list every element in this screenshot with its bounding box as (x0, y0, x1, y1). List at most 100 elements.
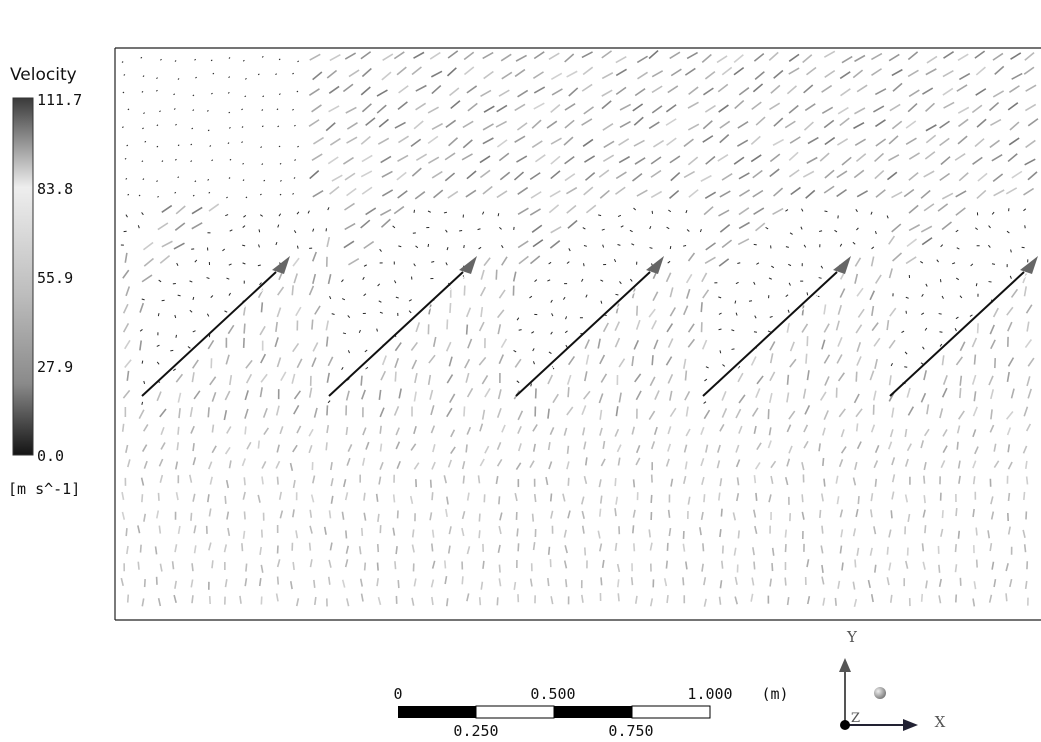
flow-arrow (876, 445, 879, 452)
flow-arrow (754, 54, 763, 61)
flow-arrow (978, 173, 987, 181)
flow-arrow (893, 83, 902, 91)
flow-arrow (447, 247, 448, 250)
flow-arrow (824, 410, 828, 419)
flow-arrow (920, 261, 922, 263)
flow-arrow (720, 478, 721, 486)
flow-arrow (600, 410, 601, 420)
flow-arrow (516, 55, 527, 61)
flow-arrow (224, 410, 226, 420)
flow-arrow (364, 242, 374, 249)
flow-arrow (620, 122, 631, 128)
flow-arrow (974, 581, 975, 589)
flow-arrow (246, 197, 247, 198)
flow-arrow (824, 304, 825, 314)
legend-title: Velocity (10, 65, 77, 85)
flow-arrow (364, 493, 365, 501)
flow-arrow (636, 458, 640, 465)
scale-seg (554, 706, 632, 718)
flow-arrow (497, 105, 507, 111)
flow-arrow (382, 190, 392, 196)
flow-arrow (582, 595, 583, 603)
flow-arrow (414, 264, 416, 266)
flow-arrow (365, 350, 367, 352)
flow-arrow (175, 315, 176, 318)
flow-arrow (344, 203, 354, 210)
flow-arrow (260, 578, 261, 586)
flow-arrow (547, 280, 550, 281)
flow-arrow (598, 531, 600, 539)
flow-arrow (1028, 172, 1037, 180)
flow-arrow (483, 124, 493, 130)
flow-arrow (667, 273, 671, 282)
flow-arrow (157, 125, 158, 126)
flow-arrow (583, 139, 593, 146)
flow-arrow (450, 394, 455, 403)
flow-arrow (720, 135, 729, 143)
flow-arrow (604, 141, 614, 147)
flow-arrow (602, 90, 612, 96)
flow-arrow (802, 305, 803, 315)
flow-arrow (190, 281, 193, 282)
flow-arrow (496, 476, 497, 484)
flow-arrow (649, 122, 659, 128)
flow-arrow (530, 256, 539, 264)
flow-arrow (824, 355, 829, 364)
flow-arrow (279, 214, 281, 216)
flow-arrow (193, 95, 194, 96)
flow-arrow (790, 233, 793, 235)
flow-arrow (842, 447, 846, 454)
flow-arrow (806, 190, 815, 198)
flow-arrow (651, 171, 661, 178)
flow-arrow (416, 103, 426, 110)
flow-arrow (224, 311, 227, 312)
flow-arrow (702, 477, 704, 485)
flow-arrow (145, 141, 146, 142)
flow-arrow (722, 365, 724, 367)
flow-arrow (228, 143, 229, 144)
flow-arrow (325, 527, 326, 535)
flow-arrow (842, 57, 852, 63)
flow-arrow (702, 55, 711, 63)
flow-arrow (887, 216, 888, 219)
flow-arrow (309, 445, 312, 453)
flow-arrow (821, 392, 826, 401)
flow-arrow (1027, 477, 1028, 485)
flow-arrow (959, 74, 969, 80)
flow-arrow (428, 244, 429, 247)
flow-arrow (395, 406, 399, 415)
flow-arrow (567, 71, 578, 77)
flow-arrow (411, 139, 421, 146)
flow-arrow (209, 462, 212, 469)
flow-arrow (689, 190, 698, 198)
flow-arrow (973, 599, 974, 607)
flow-arrow (906, 257, 916, 263)
flow-arrow (687, 274, 692, 283)
flow-arrow (667, 138, 677, 145)
flow-arrow (973, 157, 983, 164)
flow-arrow (276, 242, 277, 245)
flow-arrow (770, 169, 779, 176)
flow-arrow (890, 308, 896, 316)
flow-arrow (891, 510, 892, 518)
flow-arrow (264, 408, 267, 417)
flow-arrow (977, 560, 978, 568)
flow-arrow (1026, 305, 1031, 313)
flow-arrow (447, 68, 456, 76)
flow-arrow (294, 178, 295, 179)
flow-arrow (1006, 593, 1007, 601)
flow-arrow (208, 340, 213, 348)
flow-arrow (688, 124, 699, 130)
flow-arrow (922, 543, 923, 551)
flow-arrow (989, 376, 993, 385)
flow-arrow (394, 207, 404, 214)
flow-arrow (212, 446, 216, 453)
flow-arrow (739, 208, 749, 215)
flow-arrow (755, 316, 756, 319)
flow-arrow (415, 373, 417, 383)
flow-arrow (549, 53, 559, 59)
flow-arrow (754, 510, 756, 518)
flow-arrow (992, 264, 995, 265)
flow-arrow (159, 280, 161, 282)
flow-arrow (309, 429, 313, 436)
